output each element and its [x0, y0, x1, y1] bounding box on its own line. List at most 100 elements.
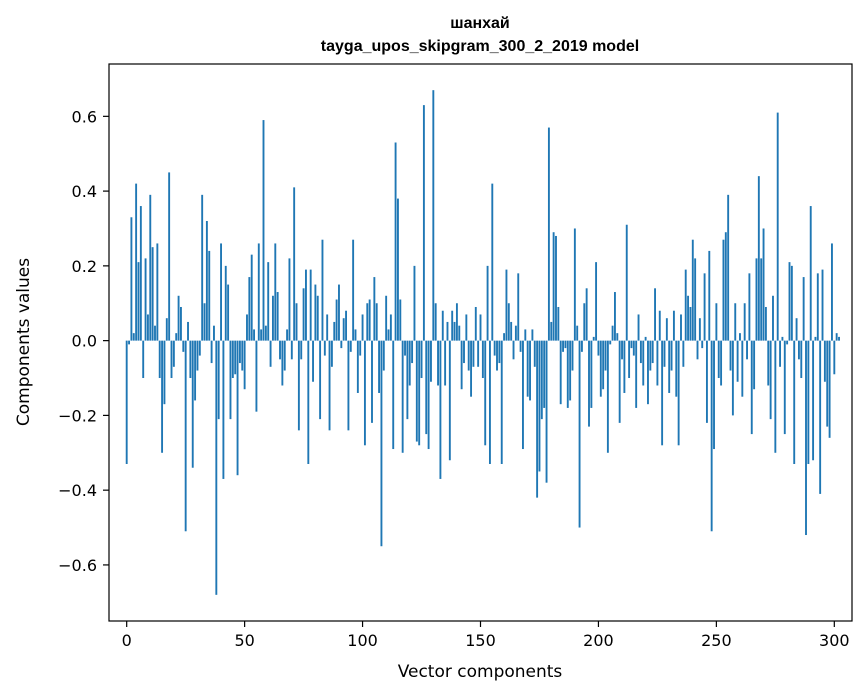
bar [514, 325, 517, 341]
bar [408, 340, 411, 386]
bar [175, 333, 178, 341]
y-tick-label: 0.6 [72, 107, 97, 126]
x-tick-label: 150 [465, 631, 496, 650]
bar [142, 340, 145, 379]
bar [484, 340, 487, 446]
bar [722, 239, 725, 341]
bar [151, 247, 154, 341]
bar [611, 325, 614, 341]
bar [654, 288, 656, 341]
bar [267, 262, 270, 341]
bar [481, 340, 484, 379]
bar [524, 329, 527, 341]
bar [503, 333, 506, 341]
bar [326, 314, 329, 341]
bar [507, 303, 510, 341]
bar [467, 340, 470, 371]
bar [229, 340, 232, 420]
bar [531, 329, 534, 341]
bar [182, 340, 185, 352]
bar [599, 340, 602, 397]
bar [361, 314, 364, 341]
bar [234, 340, 237, 375]
bar [588, 340, 590, 427]
bar [213, 325, 215, 341]
bar [505, 269, 508, 341]
bars-group [125, 90, 840, 595]
bar [595, 262, 598, 341]
bar [828, 340, 831, 438]
bar [382, 340, 385, 371]
bar [755, 258, 758, 341]
bar [474, 306, 477, 341]
bar [833, 340, 836, 375]
bar [713, 340, 715, 450]
bar [623, 340, 626, 393]
bar [814, 336, 817, 341]
bar [177, 295, 180, 341]
bar [333, 321, 336, 341]
bar [616, 333, 619, 341]
bar [156, 243, 159, 341]
bar [800, 340, 803, 379]
bar [371, 340, 373, 423]
bar [363, 340, 366, 446]
bar [297, 340, 300, 431]
bar [590, 340, 593, 408]
bar [517, 273, 520, 341]
bar [135, 183, 138, 341]
bar [639, 340, 642, 364]
bar [260, 329, 263, 341]
bar [279, 340, 281, 360]
bar [819, 340, 822, 494]
bar [274, 243, 277, 341]
bar [276, 292, 279, 341]
x-tick-label: 250 [701, 631, 732, 650]
bar [628, 340, 631, 379]
bar [281, 340, 284, 386]
bar [250, 254, 253, 341]
bar [727, 194, 730, 341]
bar [802, 277, 805, 341]
bar [779, 340, 782, 367]
bar [741, 340, 744, 397]
bar [838, 336, 840, 341]
bar [715, 303, 718, 341]
bar [439, 340, 442, 479]
bar [708, 250, 711, 341]
bar [180, 306, 182, 341]
bar [323, 340, 326, 356]
bar [580, 340, 583, 352]
bar [496, 340, 498, 371]
bar [760, 258, 763, 341]
bar [286, 329, 289, 341]
bar [680, 314, 682, 341]
bar [399, 299, 402, 341]
bar [158, 340, 161, 379]
bar [694, 258, 697, 341]
bar [201, 194, 204, 341]
bar [647, 340, 649, 405]
bar [656, 340, 659, 386]
bar [208, 250, 211, 341]
x-tick-label: 50 [234, 631, 254, 650]
bar [165, 318, 168, 341]
bar [321, 239, 324, 341]
bar [340, 340, 343, 349]
bar [519, 340, 522, 352]
bar [703, 273, 706, 341]
bar [397, 198, 399, 341]
bar [302, 288, 305, 341]
bar [312, 340, 314, 382]
bar [255, 340, 258, 412]
bar [540, 340, 543, 420]
bar [753, 340, 756, 390]
bar [602, 340, 605, 390]
bar [672, 310, 675, 341]
bar [649, 340, 652, 371]
bar [227, 284, 230, 341]
bar [220, 243, 222, 341]
bar [609, 340, 612, 345]
bar [378, 340, 381, 393]
bar [705, 340, 708, 423]
